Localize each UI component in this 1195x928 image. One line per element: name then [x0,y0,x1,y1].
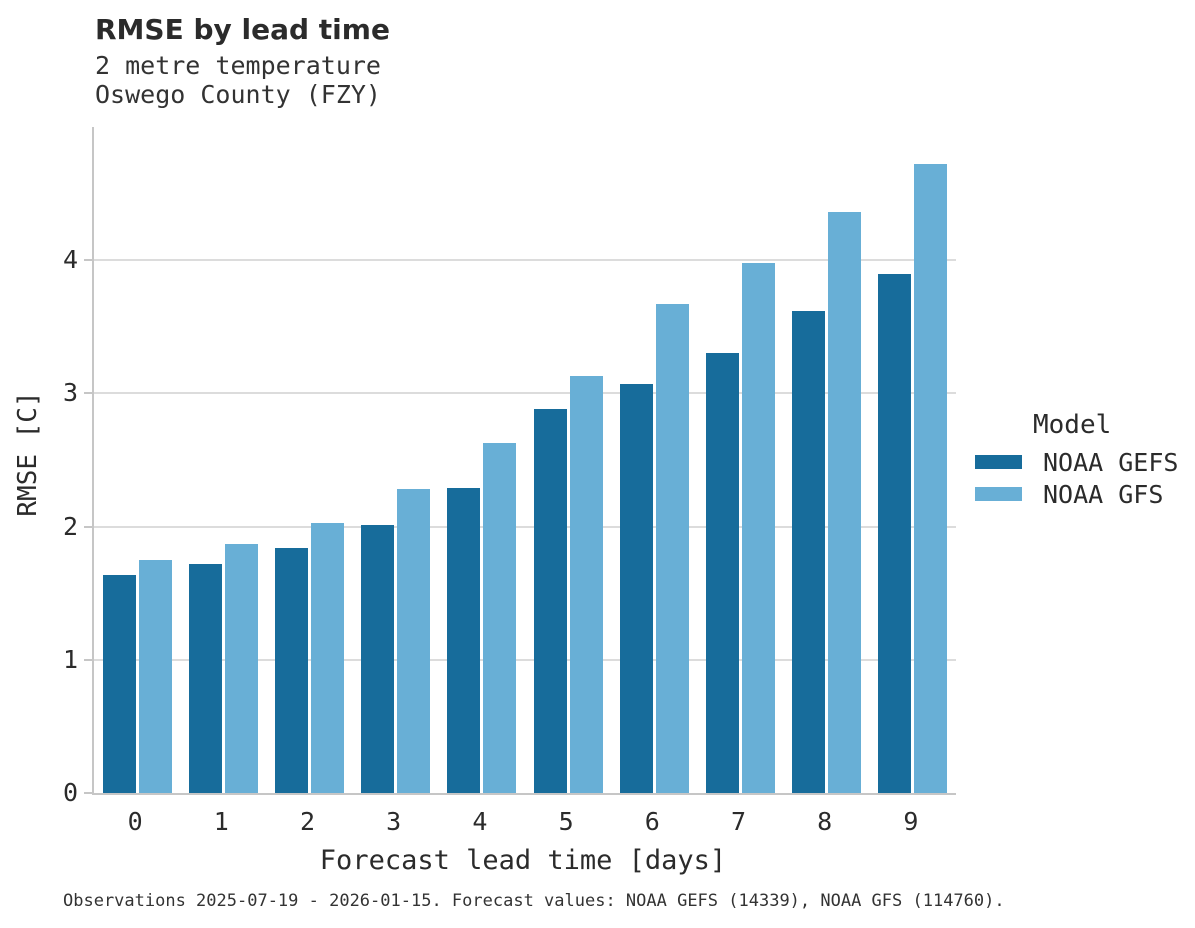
legend-items: NOAA GEFS NOAA GFS [975,446,1178,510]
gridline-y-1 [94,658,956,661]
bar-noaa-gefs-day-2 [275,547,308,793]
x-tick-label-3: 3 [386,807,402,836]
y-tick-mark-3 [84,392,92,395]
caption: Observations 2025-07-19 - 2026-01-15. Fo… [63,891,1005,911]
y-tick-mark-0 [84,792,92,794]
y-axis-title: RMSE [C] [13,391,43,517]
y-tick-mark-4 [84,259,92,262]
legend-item-noaa-gfs: NOAA GFS [975,478,1178,510]
bar-noaa-gfs-day-0 [138,559,172,793]
x-tick-label-2: 2 [299,807,316,836]
legend-label-noaa-gefs: NOAA GEFS [1043,447,1179,477]
chart-header: RMSE by lead time 2 metre temperature Os… [95,13,390,110]
bar-noaa-gfs-day-7 [742,262,775,793]
legend: Model NOAA GEFS NOAA GFS [975,412,1178,510]
chart-subtitle-location: Oswego County (FZY) [95,80,381,109]
bar-noaa-gfs-day-3 [397,489,431,793]
legend-item-noaa-gefs: NOAA GEFS [975,446,1178,478]
y-tick-label-4: 4 [62,245,78,275]
bar-noaa-gfs-day-5 [569,376,603,793]
bar-noaa-gfs-day-9 [914,164,948,793]
bar-noaa-gefs-day-8 [792,310,826,793]
bar-noaa-gfs-day-6 [655,304,689,793]
bar-noaa-gfs-day-2 [311,522,344,793]
bar-noaa-gefs-day-1 [188,563,222,793]
chart-subtitle-variable: 2 metre temperature [95,51,381,80]
bar-noaa-gfs-day-4 [483,442,517,793]
legend-title: Model [1033,410,1112,440]
bar-noaa-gefs-day-9 [878,273,912,793]
bar-noaa-gefs-day-0 [102,574,136,793]
y-tick-mark-1 [84,658,92,661]
legend-label-noaa-gfs: NOAA GFS [1043,479,1164,509]
x-tick-label-1: 1 [213,807,229,836]
x-tick-label-0: 0 [127,807,143,836]
x-tick-label-4: 4 [472,807,488,836]
y-tick-label-2: 2 [62,511,78,541]
bar-noaa-gefs-day-6 [619,384,653,793]
gridline-y-4 [94,259,956,262]
x-tick-label-8: 8 [817,807,833,836]
x-tick-label-5: 5 [558,807,574,836]
gridline-y-3 [94,392,956,395]
bar-noaa-gfs-day-8 [828,212,862,793]
bar-noaa-gefs-day-7 [706,353,739,793]
gridline-y-2 [94,525,956,528]
x-tick-label-9: 9 [903,807,919,836]
x-tick-label-7: 7 [730,807,747,836]
bar-noaa-gefs-day-4 [447,487,481,793]
y-tick-mark-2 [84,525,92,528]
x-tick-label-6: 6 [644,807,660,836]
y-tick-label-0: 0 [62,778,78,807]
chart-title: RMSE by lead time [95,13,390,46]
legend-swatch-noaa-gfs [975,487,1022,501]
bar-noaa-gfs-day-1 [224,543,258,793]
bar-noaa-gefs-day-5 [533,409,567,793]
legend-swatch-noaa-gefs [975,455,1022,469]
y-tick-label-3: 3 [62,378,78,408]
y-tick-label-1: 1 [62,644,78,674]
bar-noaa-gefs-day-3 [361,525,395,793]
x-axis-title: Forecast lead time [days] [319,845,727,876]
plot-area [92,127,956,795]
